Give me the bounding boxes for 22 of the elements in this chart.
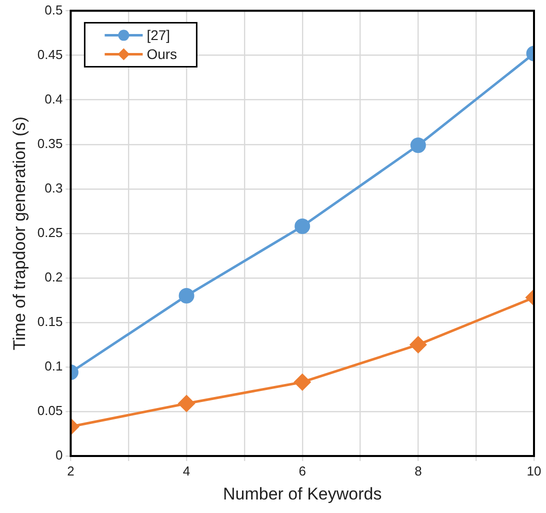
x-tick-label: 8 [414, 463, 422, 478]
legend-label: [27] [146, 27, 170, 44]
x-tick-label: 4 [182, 463, 190, 478]
y-axis-title: Time of trapdoor generation (s) [10, 116, 29, 350]
y-tick-label: 0.35 [37, 136, 63, 151]
x-axis-title: Number of Keywords [222, 484, 382, 504]
point [294, 218, 310, 234]
y-tick-label: 0.2 [44, 270, 63, 284]
y-tick-label: 0.3 [44, 180, 63, 196]
y-tick-label: 0.4 [44, 91, 63, 106]
x-tick-label: 6 [298, 463, 306, 478]
y-tick-label: 0.15 [37, 314, 63, 330]
y-tick-label: 0.5 [44, 2, 63, 18]
point [294, 374, 311, 390]
y-tick-label: 0.1 [44, 358, 63, 374]
y-tick-label: 0.45 [37, 46, 63, 62]
y-tick-label: 0 [55, 448, 63, 463]
x-tick-label: 10 [526, 463, 542, 478]
y-tick-label: 0.25 [37, 224, 63, 240]
x-tick-label: 2 [67, 463, 74, 478]
y-tick-label: 0.05 [37, 403, 63, 418]
legend-label: Ours [146, 46, 178, 62]
